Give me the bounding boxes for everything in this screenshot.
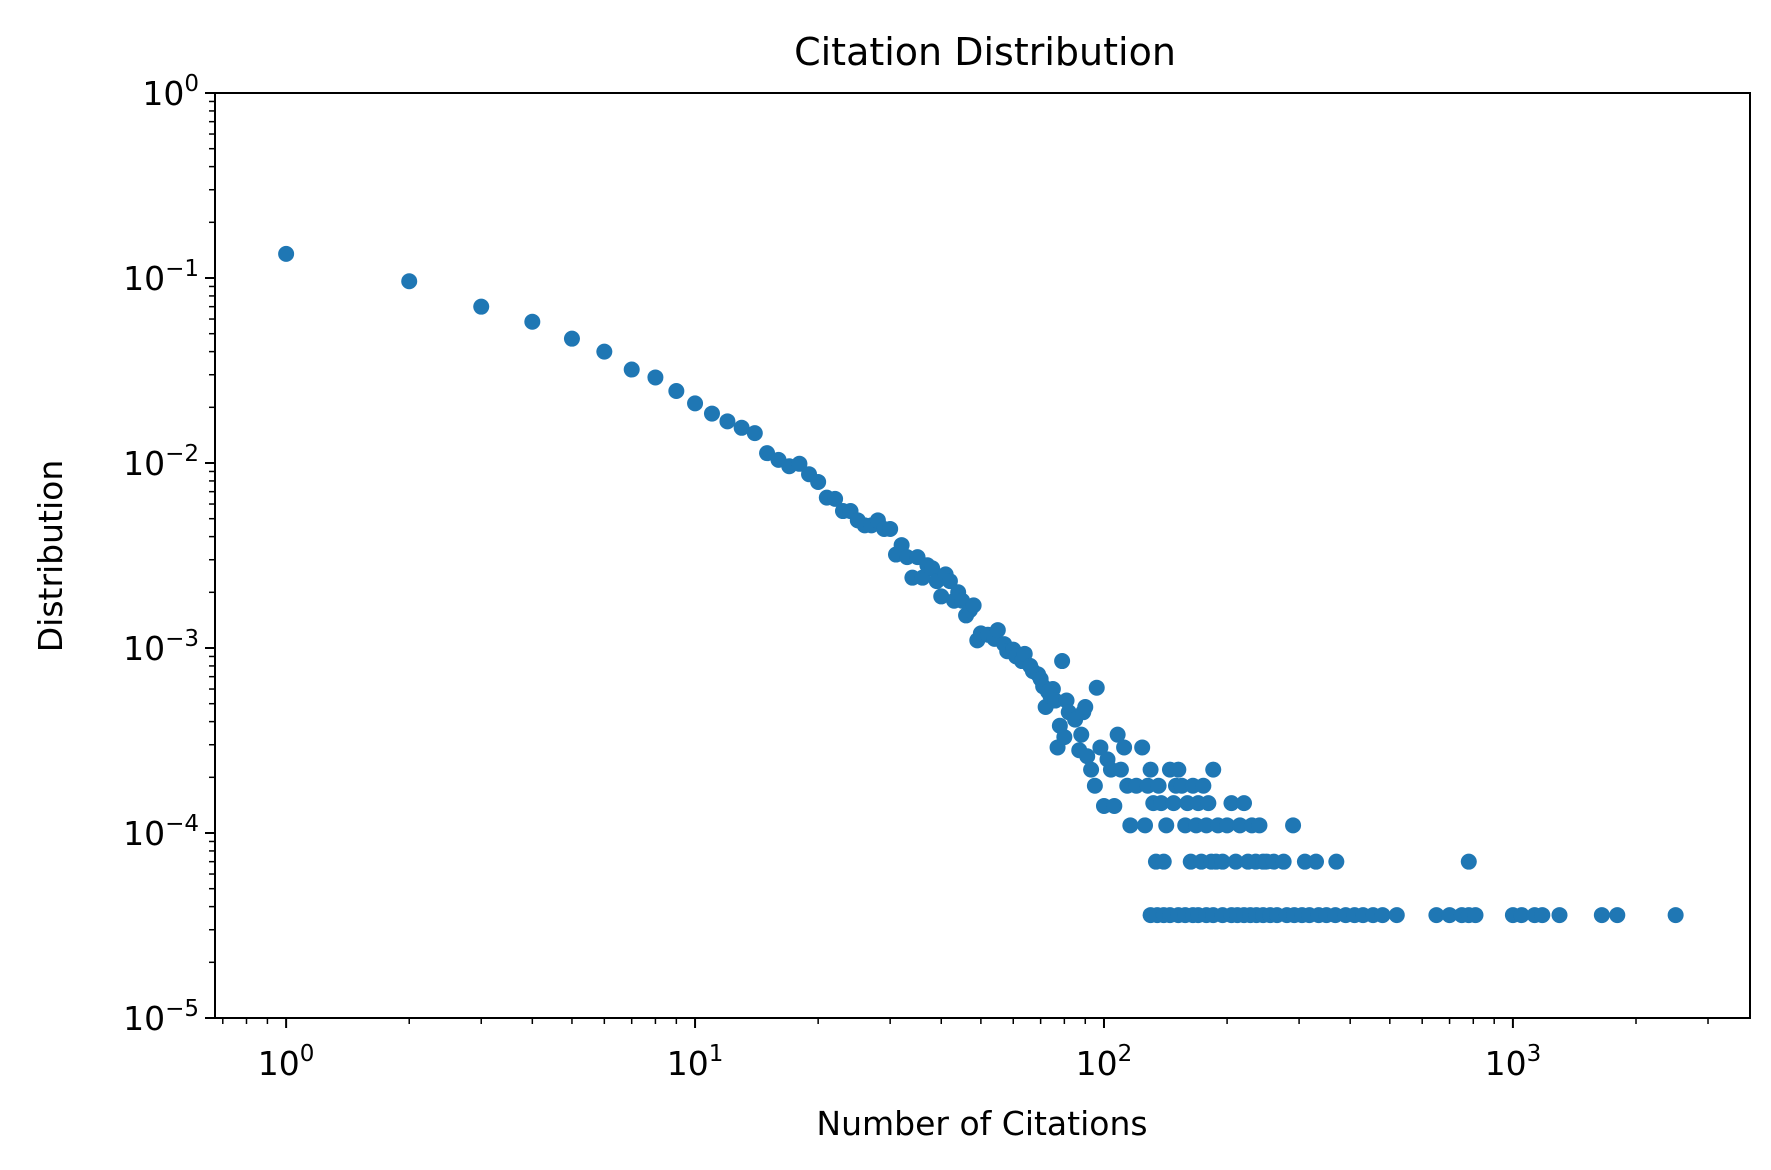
data-point <box>719 413 736 430</box>
data-point <box>1155 853 1172 870</box>
data-point <box>1328 853 1345 870</box>
data-point <box>1173 777 1190 794</box>
data-point <box>1308 853 1325 870</box>
x-tick-label: 103 <box>1485 1041 1542 1083</box>
data-point <box>1088 679 1105 696</box>
data-point <box>1170 761 1187 778</box>
chart-title: Citation Distribution <box>794 30 1176 74</box>
data-point <box>1428 907 1445 924</box>
data-point <box>1016 645 1033 662</box>
data-point <box>1079 748 1096 765</box>
x-tick-label: 102 <box>1076 1041 1133 1083</box>
data-point <box>1137 817 1154 834</box>
data-point <box>1056 729 1073 746</box>
data-point <box>893 537 910 554</box>
data-point <box>1073 726 1090 743</box>
data-point <box>1667 907 1684 924</box>
data-point <box>1441 907 1458 924</box>
y-tick-label: 100 <box>142 71 199 113</box>
data-point <box>1285 817 1302 834</box>
data-point <box>623 361 640 378</box>
data-point <box>733 419 750 436</box>
data-point <box>524 313 541 330</box>
x-tick-label: 101 <box>667 1041 724 1083</box>
data-point <box>687 395 704 412</box>
data-point <box>1223 795 1240 812</box>
data-point <box>965 597 982 614</box>
data-point <box>1251 817 1268 834</box>
axis-ticks: 100 101 102 103 100 10−1 10−2 10−3 10−4 10−5 <box>123 71 1709 1083</box>
data-point <box>1112 761 1129 778</box>
data-point <box>746 425 763 442</box>
data-point <box>989 622 1006 639</box>
data-point <box>1047 692 1064 709</box>
data-point <box>1086 777 1103 794</box>
data-point <box>827 490 844 507</box>
data-point <box>1534 907 1551 924</box>
data-point <box>1153 795 1170 812</box>
data-point <box>1388 907 1405 924</box>
data-point <box>933 588 950 605</box>
data-point <box>1275 853 1292 870</box>
data-point <box>1077 698 1094 715</box>
data-point <box>1109 726 1126 743</box>
plot-frame <box>214 92 1751 1019</box>
data-point <box>596 343 613 360</box>
x-axis-label: Number of Citations <box>816 1104 1147 1143</box>
y-tick-label: 10−4 <box>123 811 199 853</box>
data-point <box>1236 795 1253 812</box>
y-axis-label: Distribution <box>31 460 70 653</box>
data-point <box>1227 853 1244 870</box>
data-point <box>401 273 418 290</box>
data-point <box>810 473 827 490</box>
data-point <box>1205 761 1222 778</box>
data-point <box>1106 797 1123 814</box>
data-point <box>1467 907 1484 924</box>
data-point <box>1231 817 1248 834</box>
data-point <box>1122 817 1139 834</box>
data-point <box>1200 795 1217 812</box>
data-point <box>1092 739 1109 756</box>
data-point <box>1134 739 1151 756</box>
data-point <box>924 560 941 577</box>
data-point <box>1198 817 1215 834</box>
data-point <box>278 245 295 262</box>
data-point <box>1054 653 1071 670</box>
data-point <box>1165 795 1182 812</box>
data-point <box>1593 907 1610 924</box>
data-point <box>563 330 580 347</box>
data-point <box>1513 907 1530 924</box>
y-tick-label: 10−2 <box>123 441 199 483</box>
data-point <box>1214 853 1231 870</box>
data-point <box>1296 853 1313 870</box>
data-point <box>1374 907 1391 924</box>
data-point <box>1158 817 1175 834</box>
data-point <box>1551 907 1568 924</box>
y-tick-label: 10−5 <box>123 996 199 1038</box>
data-point <box>473 298 490 315</box>
data-point <box>1128 777 1145 794</box>
data-point <box>647 369 664 386</box>
data-point <box>1195 777 1212 794</box>
data-point <box>1083 761 1100 778</box>
data-point <box>1219 817 1236 834</box>
data-point <box>791 455 808 472</box>
data-point <box>1142 761 1159 778</box>
data-point <box>1609 907 1626 924</box>
data-point <box>1150 777 1167 794</box>
data-point <box>1116 739 1133 756</box>
y-tick-label: 10−1 <box>123 256 199 298</box>
data-point <box>668 383 685 400</box>
y-tick-label: 10−3 <box>123 626 199 668</box>
data-points <box>278 245 1684 924</box>
data-point <box>1460 853 1477 870</box>
data-point <box>941 573 958 590</box>
data-point <box>703 405 720 422</box>
data-point <box>882 520 899 537</box>
x-tick-label: 100 <box>258 1041 315 1083</box>
